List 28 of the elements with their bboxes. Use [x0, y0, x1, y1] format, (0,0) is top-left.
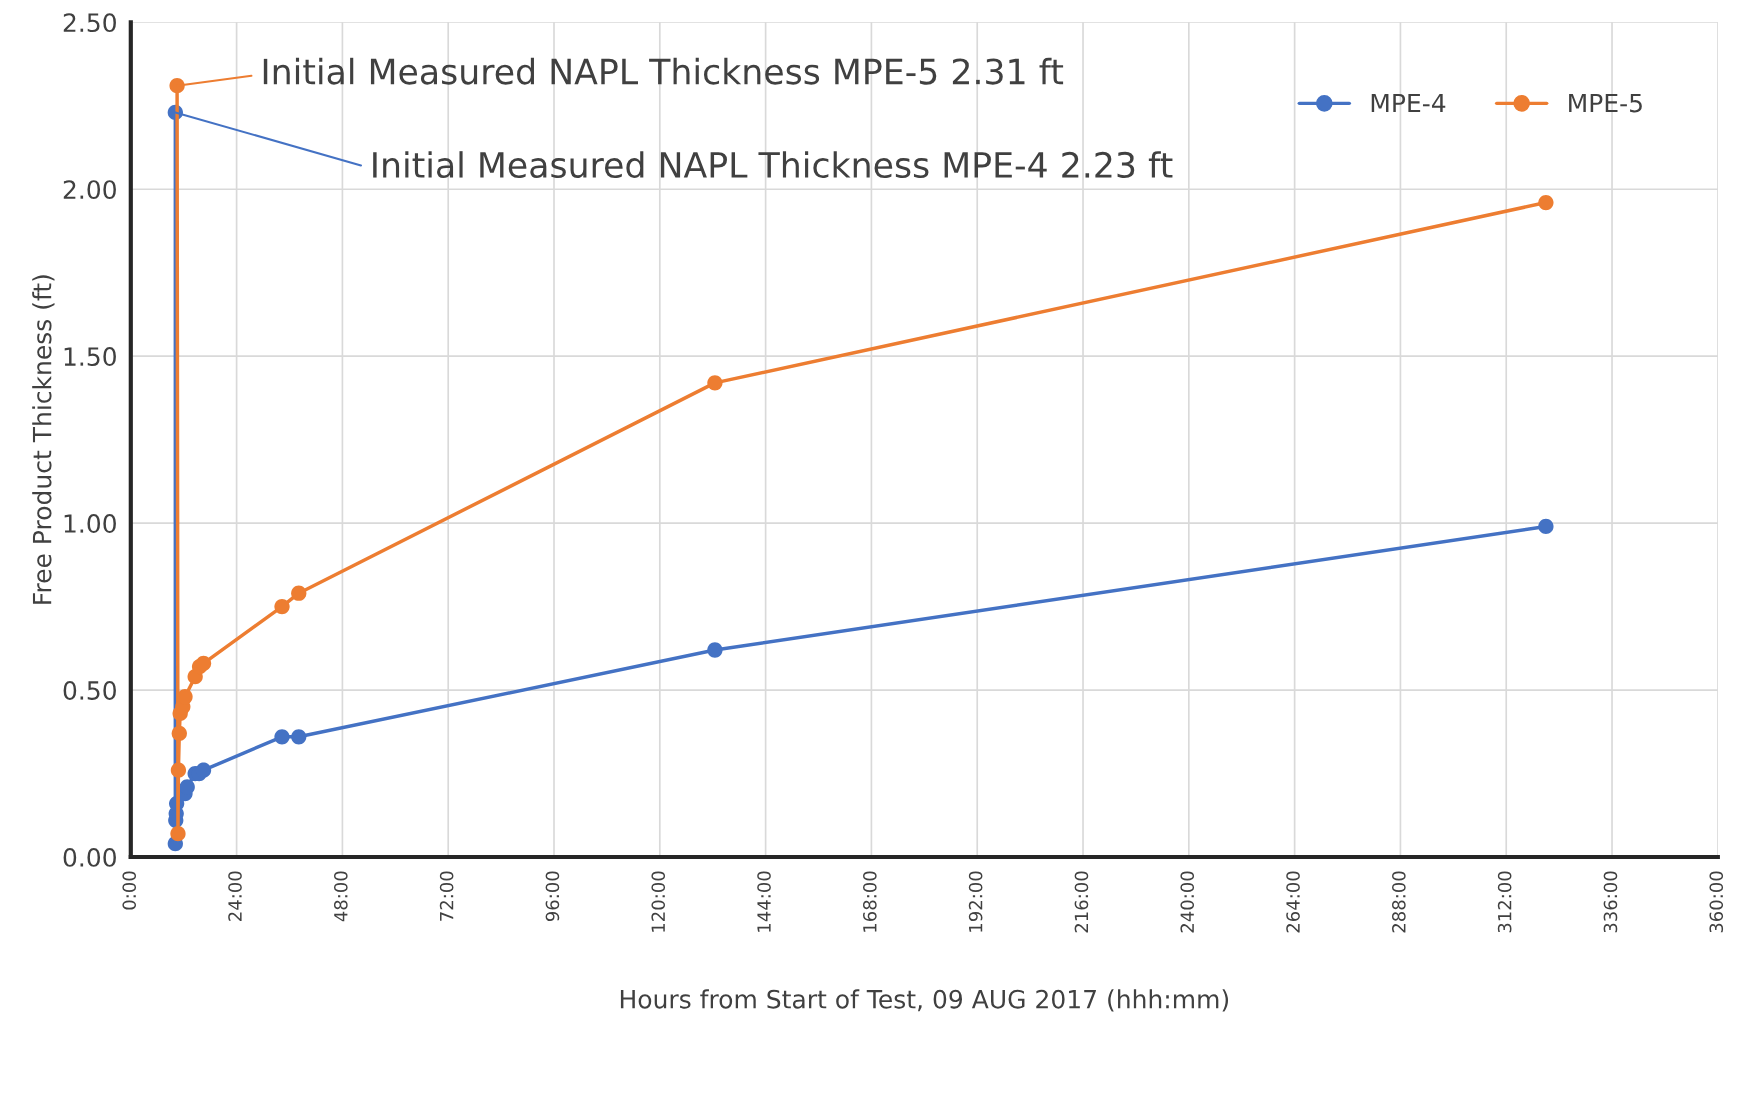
x-axis-title: Hours from Start of Test, 09 AUG 2017 (hhh:mm) [620, 989, 1229, 1012]
legend-label: MPE-4 [1371, 93, 1446, 113]
legend-label: MPE-5 [1569, 93, 1642, 113]
x-tick-label: 0:00 [122, 871, 137, 910]
x-tick-label: 312:00 [1497, 871, 1512, 933]
x-tick-label: 288:00 [1392, 871, 1406, 933]
x-tick-label: 216:00 [1074, 871, 1089, 933]
x-tick-label: 192:00 [968, 871, 983, 932]
x-tick-label: 360:00 [1709, 871, 1724, 933]
x-tick-label: 120:00 [651, 871, 666, 932]
annotation: Initial Measured NAPL Thickness MPE-5 2.31 ft [263, 57, 1064, 85]
x-tick-label: 48:00 [333, 871, 348, 922]
x-tick-label: 24:00 [228, 871, 242, 921]
annotation: Initial Measured NAPL Thickness MPE-4 2.23 ft [373, 151, 1173, 179]
x-tick-label: 168:00 [863, 871, 877, 932]
y-tick-label: 2.50 [63, 13, 116, 33]
x-tick-label: 240:00 [1180, 871, 1195, 933]
x-tick-label: 96:00 [545, 871, 560, 922]
y-tick-label: 1.50 [64, 347, 116, 367]
x-tick-label: 72:00 [439, 871, 454, 921]
x-tick-label: 144:00 [757, 871, 771, 932]
y-tick-label: 1.00 [64, 514, 116, 533]
x-tick-label: 336:00 [1603, 871, 1618, 933]
y-tick-label: 0.00 [63, 847, 116, 867]
y-tick-label: 2.00 [63, 180, 116, 200]
y-tick-label: 0.50 [63, 681, 116, 700]
y-axis-title: Free Product Thickness (ft) [32, 275, 55, 604]
x-tick-label: 264:00 [1286, 871, 1300, 933]
